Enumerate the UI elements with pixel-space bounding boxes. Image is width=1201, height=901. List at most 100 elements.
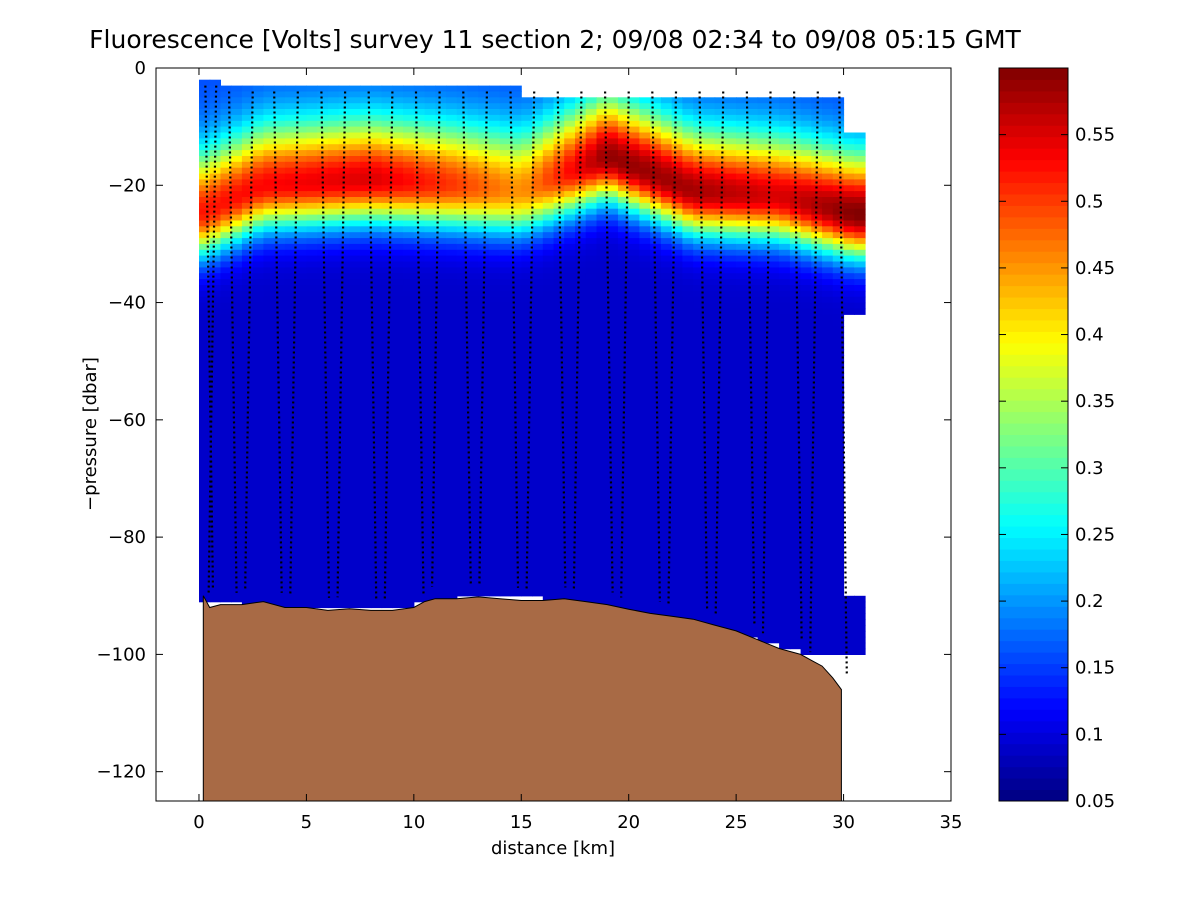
heatmap-cell	[349, 249, 361, 257]
heatmap-cell	[564, 261, 576, 268]
heatmap-cell	[585, 320, 597, 327]
heatmap-cell	[327, 191, 340, 198]
heatmap-cell	[542, 290, 555, 298]
heatmap-cell	[564, 296, 576, 304]
heatmap-cell	[349, 584, 361, 591]
heatmap-cell	[446, 185, 458, 192]
heatmap-cell	[714, 425, 726, 433]
heatmap-cell	[327, 255, 340, 263]
heatmap-cell	[736, 320, 748, 327]
heatmap-cell	[274, 249, 286, 257]
heatmap-cell	[220, 144, 232, 151]
heatmap-cell	[628, 226, 640, 233]
heatmap-cell	[671, 197, 683, 204]
heatmap-cell	[435, 396, 447, 403]
heatmap-cell	[542, 472, 555, 480]
heatmap-cell	[736, 419, 748, 427]
heatmap-cell	[435, 185, 447, 192]
heatmap-cell	[349, 460, 361, 468]
heatmap-cell	[199, 507, 211, 515]
heatmap-cell	[639, 220, 651, 227]
heatmap-cell	[317, 279, 329, 286]
heatmap-cell	[596, 478, 608, 485]
heatmap-cell	[231, 443, 243, 450]
heatmap-cell	[274, 232, 286, 239]
heatmap-cell	[768, 431, 780, 439]
heatmap-cell	[714, 109, 726, 116]
heatmap-cell	[682, 566, 694, 573]
heatmap-cell	[671, 120, 683, 128]
heatmap-cell	[607, 460, 619, 468]
heatmap-cell	[746, 103, 759, 110]
heatmap-cell	[263, 197, 275, 204]
heatmap-cell	[199, 343, 211, 351]
heatmap-cell	[252, 85, 264, 93]
heatmap-cell	[639, 408, 651, 415]
heatmap-cell	[220, 531, 232, 538]
heatmap-cell	[532, 273, 544, 280]
heatmap-cell	[231, 156, 243, 163]
heatmap-cell	[725, 578, 737, 585]
heatmap-cell	[327, 326, 340, 333]
heatmap-cell	[231, 120, 243, 128]
heatmap-cell	[779, 501, 791, 509]
heatmap-cell	[510, 384, 522, 392]
heatmap-cell	[392, 372, 404, 380]
heatmap-cell	[532, 525, 544, 532]
heatmap-cell	[338, 185, 350, 192]
heatmap-cell	[456, 361, 469, 368]
heatmap-cell	[338, 337, 350, 345]
heatmap-cell	[650, 501, 662, 509]
heatmap-cell	[596, 138, 608, 145]
heatmap-cell	[295, 431, 307, 439]
heatmap-cell	[220, 584, 232, 591]
heatmap-cell	[284, 396, 297, 403]
heatmap-cell	[542, 179, 555, 186]
heatmap-cell	[263, 390, 275, 397]
heatmap-cell	[564, 273, 576, 280]
heatmap-cell	[553, 249, 565, 257]
heatmap-cell	[252, 425, 264, 433]
heatmap-cell	[231, 390, 243, 397]
heatmap-cell	[585, 314, 597, 321]
heatmap-cell	[338, 132, 350, 139]
heatmap-cell	[424, 314, 436, 321]
heatmap-cell	[618, 255, 630, 263]
heatmap-cell	[585, 232, 597, 239]
heatmap-cell	[467, 279, 479, 286]
heatmap-cell	[779, 560, 791, 568]
heatmap-cell	[489, 214, 501, 222]
heatmap-cell	[327, 390, 340, 397]
heatmap-cell	[532, 320, 544, 327]
heatmap-cell	[403, 285, 415, 292]
heatmap-cell	[757, 437, 769, 444]
heatmap-cell	[671, 355, 683, 362]
heatmap-cell	[327, 302, 340, 310]
heatmap-cell	[360, 337, 372, 345]
heatmap-cell	[564, 179, 576, 186]
heatmap-cell	[714, 484, 726, 491]
heatmap-cell	[703, 120, 716, 128]
heatmap-cell	[199, 91, 211, 98]
heatmap-cell	[360, 584, 372, 591]
heatmap-cell	[736, 378, 748, 386]
heatmap-cell	[703, 367, 716, 374]
heatmap-cell	[660, 238, 673, 245]
heatmap-cell	[660, 220, 673, 227]
heatmap-cell	[660, 572, 673, 579]
heatmap-cell	[456, 138, 469, 145]
heatmap-cell	[682, 584, 694, 591]
heatmap-cell	[327, 314, 340, 321]
heatmap-cell	[360, 150, 372, 157]
heatmap-cell	[231, 384, 243, 392]
heatmap-cell	[381, 97, 393, 104]
heatmap-cell	[295, 349, 307, 356]
heatmap-cell	[435, 126, 447, 134]
heatmap-cell	[456, 419, 469, 427]
heatmap-cell	[553, 279, 565, 286]
heatmap-cell	[639, 296, 651, 304]
heatmap-cell	[671, 472, 683, 480]
heatmap-cell	[499, 584, 512, 591]
heatmap-cell	[618, 150, 630, 157]
heatmap-cell	[392, 472, 404, 480]
